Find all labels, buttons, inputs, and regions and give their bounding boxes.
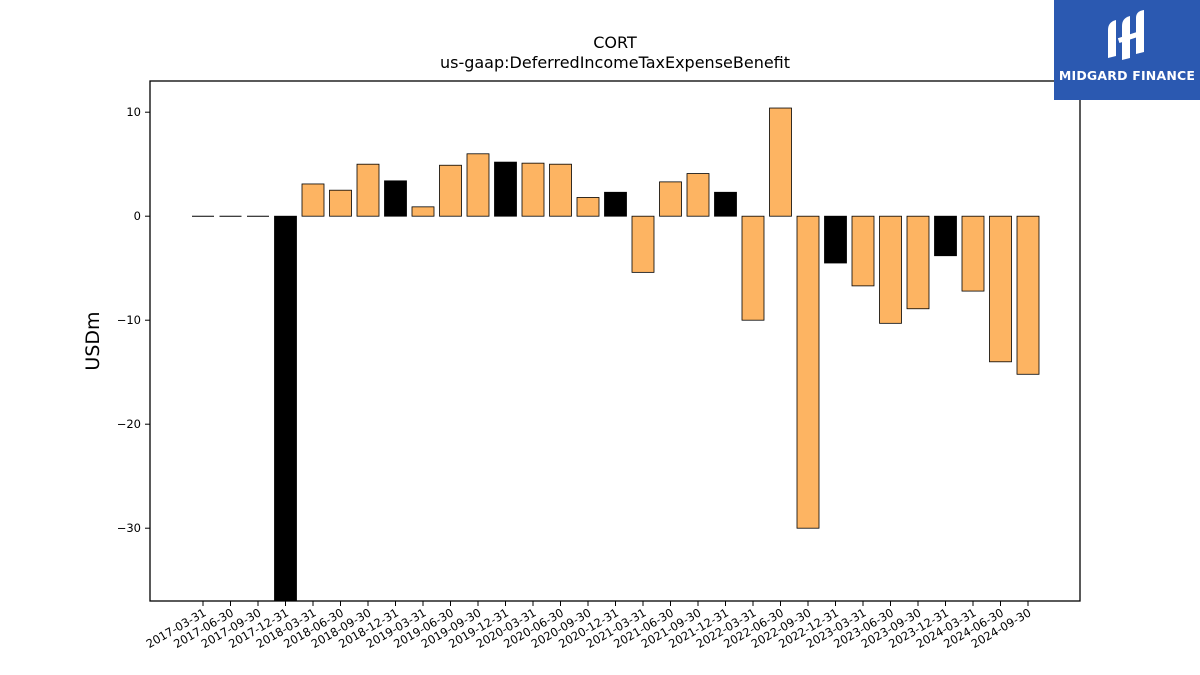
- bar: [521, 162, 545, 217]
- bar: [356, 163, 380, 217]
- bar: [659, 181, 682, 217]
- bar: [851, 215, 875, 287]
- bar: [989, 215, 1012, 363]
- bar: [384, 180, 407, 217]
- y-ticks: 10 0 −10 −20 −30: [117, 105, 150, 535]
- bar: [631, 215, 655, 273]
- bar: [769, 107, 792, 217]
- bars-group: [192, 107, 1040, 602]
- bar: [301, 183, 325, 217]
- bar: [1016, 215, 1040, 375]
- y-tick-label: −10: [117, 313, 141, 327]
- y-tick-label: 10: [126, 105, 141, 119]
- bar: [961, 215, 985, 292]
- bar: [439, 164, 462, 217]
- bar: [494, 161, 517, 217]
- bar: [714, 191, 737, 217]
- logo-text: MIDGARD FINANCE: [1058, 68, 1196, 83]
- y-tick-label: −30: [117, 521, 141, 535]
- bar: [741, 215, 765, 321]
- bar: [906, 215, 930, 310]
- bar: [824, 215, 847, 264]
- bar: [576, 197, 600, 217]
- bar: [411, 206, 435, 217]
- bar: [796, 215, 820, 529]
- bar: [329, 189, 352, 217]
- bar: [604, 191, 627, 217]
- bar: [879, 215, 902, 324]
- midgard-logo-icon: [1108, 10, 1144, 60]
- bar: [934, 215, 957, 257]
- bar: [549, 163, 572, 217]
- bar: [466, 153, 490, 217]
- bar: [274, 215, 297, 602]
- x-ticks: 2017-03-312017-06-302017-09-302017-12-31…: [144, 601, 1034, 651]
- chart-subtitle: us-gaap:DeferredIncomeTaxExpenseBenefit: [440, 53, 790, 72]
- y-axis-label: USDm: [82, 311, 104, 370]
- bar: [686, 173, 710, 217]
- y-tick-label: 0: [134, 209, 141, 223]
- chart-title: CORT: [593, 33, 637, 52]
- y-tick-label: −20: [117, 417, 141, 431]
- midgard-finance-logo: MIDGARD FINANCE: [1054, 0, 1200, 100]
- plot-frame: [149, 80, 1081, 602]
